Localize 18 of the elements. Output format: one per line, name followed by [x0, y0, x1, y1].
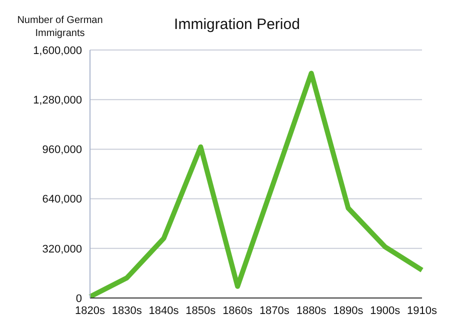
y-tick-label: 1,600,000 — [33, 44, 82, 57]
x-tick-label: 1870s — [259, 304, 290, 317]
x-tick-label: 1850s — [186, 304, 216, 317]
x-tick-label: 1860s — [222, 304, 254, 317]
x-tick-label: 1890s — [333, 304, 364, 317]
y-tick-label: 1,280,000 — [33, 94, 82, 107]
x-tick-label: 1840s — [148, 304, 180, 317]
y-tick-label: 320,000 — [42, 243, 82, 256]
x-tick-label: 1820s — [75, 304, 106, 317]
x-tick-label: 1830s — [112, 304, 142, 317]
x-tick-label: 1880s — [296, 304, 327, 317]
y-tick-label: 640,000 — [42, 194, 82, 206]
x-tick-label: 1910s — [407, 304, 438, 317]
x-tick-label: 1900s — [370, 304, 401, 317]
chart-title: Immigration Period — [174, 16, 300, 33]
y-axis-title: Number of German Immigrants — [16, 14, 104, 40]
y-tick-label: 960,000 — [42, 144, 82, 156]
y-tick-label: 0 — [76, 292, 82, 305]
